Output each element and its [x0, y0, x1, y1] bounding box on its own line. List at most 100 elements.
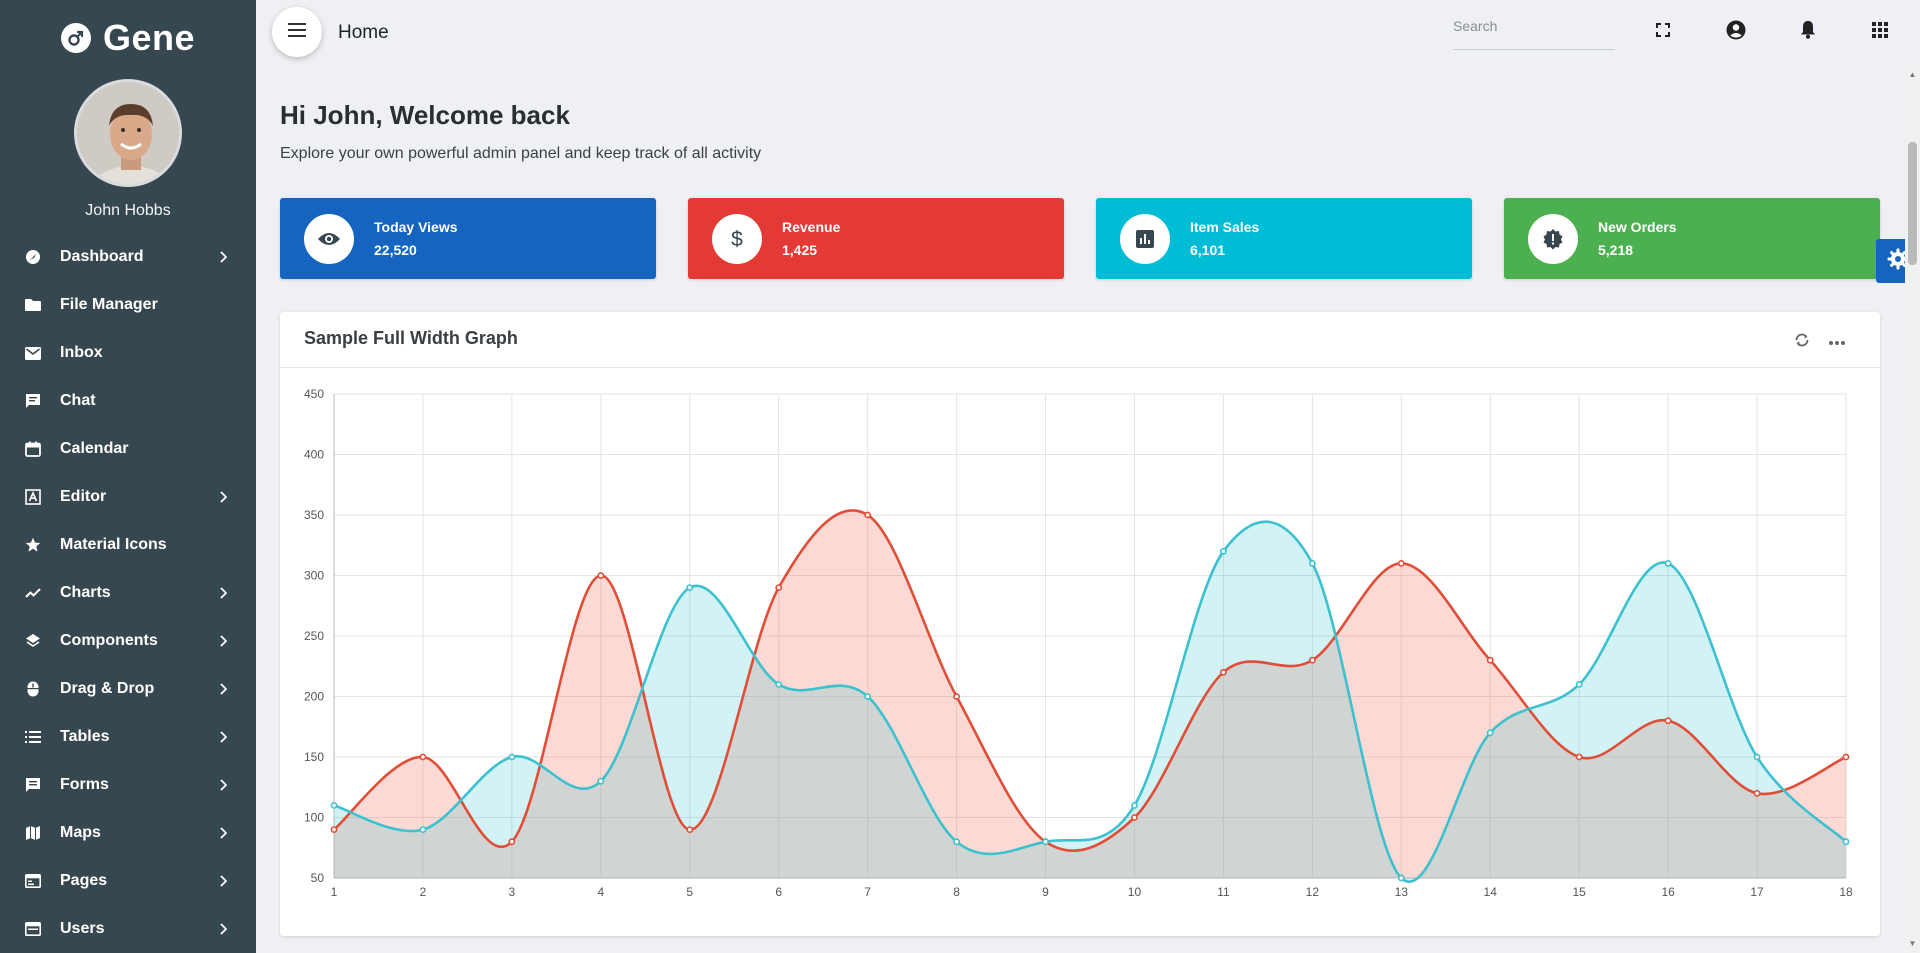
stat-value: 22,520: [374, 242, 417, 258]
stat-card-item-sales[interactable]: Item Sales 6,101: [1096, 198, 1472, 279]
x-tick-label: 15: [1572, 885, 1586, 899]
stat-card-new-orders[interactable]: New Orders 5,218: [1504, 198, 1880, 279]
sidebar-item-label: Pages: [60, 872, 108, 889]
sidebar-item-label: File Manager: [60, 296, 158, 313]
sidebar-item-label: Inbox: [60, 344, 103, 361]
menu-toggle-button[interactable]: [272, 7, 322, 57]
svg-text:$: $: [731, 228, 743, 250]
apps-button[interactable]: [1866, 18, 1894, 46]
x-tick-label: 12: [1306, 885, 1320, 899]
search-input[interactable]: [1453, 14, 1615, 34]
account-button[interactable]: [1722, 18, 1750, 46]
sidebar-nav: Dashboard File Manager Inbox Chat Calend…: [0, 233, 256, 953]
data-point: [1842, 838, 1850, 846]
data-point: [1220, 547, 1227, 555]
fullscreen-button[interactable]: [1649, 18, 1677, 46]
graph-card: Sample Full Width Graph 50 100 150 200 250 30…: [280, 312, 1880, 936]
series-area-2: [334, 521, 1846, 882]
data-point: [419, 826, 427, 833]
data-point: [953, 693, 960, 700]
series-area-1: [334, 510, 1846, 878]
scrollbar-thumb[interactable]: [1908, 142, 1917, 265]
sidebar-item-charts[interactable]: Charts: [0, 569, 256, 617]
chart-line-icon: [24, 584, 42, 602]
sidebar-item-drag-drop[interactable]: Drag & Drop: [0, 665, 256, 713]
data-point: [419, 753, 427, 761]
apps-grid-icon: [1872, 21, 1888, 43]
sidebar-item-editor[interactable]: Editor: [0, 473, 256, 521]
data-point: [1486, 656, 1494, 664]
refresh-button[interactable]: [1790, 330, 1814, 354]
map-icon: [24, 824, 42, 842]
mail-icon: [24, 344, 42, 362]
data-point: [1753, 753, 1761, 761]
sidebar-item-label: Components: [60, 632, 158, 649]
stat-value: 5,218: [1598, 242, 1634, 258]
data-point: [1753, 789, 1761, 797]
sidebar-item-file-manager[interactable]: File Manager: [0, 281, 256, 329]
app-name: Gene: [102, 17, 196, 58]
sidebar-item-calendar[interactable]: Calendar: [0, 425, 256, 473]
sidebar-item-material-icons[interactable]: Material Icons: [0, 521, 256, 569]
page-scrollbar[interactable]: ▲ ▼: [1905, 64, 1920, 953]
sidebar-item-maps[interactable]: Maps: [0, 809, 256, 857]
chevron-right-icon: [218, 730, 228, 744]
avatar[interactable]: [74, 79, 182, 187]
data-point: [953, 838, 960, 846]
x-tick-label: 1: [331, 885, 338, 899]
stat-card-revenue[interactable]: $ Revenue 1,425: [688, 198, 1064, 279]
y-tick-label: 400: [304, 448, 324, 462]
sidebar-item-dashboard[interactable]: Dashboard: [0, 233, 256, 281]
x-tick-label: 17: [1750, 885, 1764, 899]
chevron-right-icon: [218, 826, 228, 840]
topbar: Home: [256, 0, 1920, 64]
y-tick-label: 300: [304, 569, 324, 583]
stat-title: Today Views: [374, 219, 458, 235]
data-point: [775, 584, 783, 591]
data-point: [1397, 559, 1405, 567]
chevron-right-icon: [218, 874, 228, 888]
y-tick-label: 350: [304, 508, 324, 522]
sidebar-item-label: Calendar: [60, 440, 129, 457]
sidebar-item-inbox[interactable]: Inbox: [0, 329, 256, 377]
data-point: [330, 801, 338, 809]
stat-card-today-views[interactable]: Today Views 22,520: [280, 198, 656, 279]
sidebar-item-pages[interactable]: Pages: [0, 857, 256, 905]
brand[interactable]: Gene: [0, 0, 256, 76]
sidebar-item-users[interactable]: Users: [0, 905, 256, 953]
data-point: [1575, 680, 1583, 688]
gene-logo-icon: [60, 23, 91, 53]
sidebar-item-components[interactable]: Components: [0, 617, 256, 665]
layers-icon: [24, 632, 42, 650]
data-point: [1486, 729, 1494, 737]
series-line-1: [333, 509, 1847, 852]
bar-chart-icon: [1120, 213, 1170, 264]
pages-icon: [24, 872, 42, 890]
star-icon: [24, 536, 42, 554]
chat-icon: [24, 392, 42, 410]
data-point: [686, 826, 694, 833]
y-tick-label: 200: [304, 690, 324, 704]
data-point: [1664, 559, 1672, 567]
sidebar-item-chat[interactable]: Chat: [0, 377, 256, 425]
users-icon: [24, 920, 42, 938]
x-tick-label: 3: [509, 885, 516, 899]
chevron-right-icon: [218, 634, 228, 648]
sidebar-item-tables[interactable]: Tables: [0, 713, 256, 761]
x-tick-label: 4: [597, 885, 604, 899]
dollar-icon: $: [712, 213, 762, 264]
x-tick-label: 9: [1042, 885, 1049, 899]
x-tick-label: 2: [420, 885, 427, 899]
sidebar-item-forms[interactable]: Forms: [0, 761, 256, 809]
mouse-icon: [24, 680, 42, 698]
dashboard-icon: [24, 248, 42, 266]
data-point: [864, 511, 872, 519]
alert-badge-icon: [1528, 213, 1578, 264]
notifications-button[interactable]: [1794, 18, 1822, 46]
scroll-down-icon: ▼: [1908, 938, 1917, 948]
sidebar-item-label: Drag & Drop: [60, 680, 155, 697]
more-options-button[interactable]: [1825, 330, 1849, 354]
data-point: [864, 693, 872, 700]
sidebar-item-label: Chat: [60, 392, 96, 409]
